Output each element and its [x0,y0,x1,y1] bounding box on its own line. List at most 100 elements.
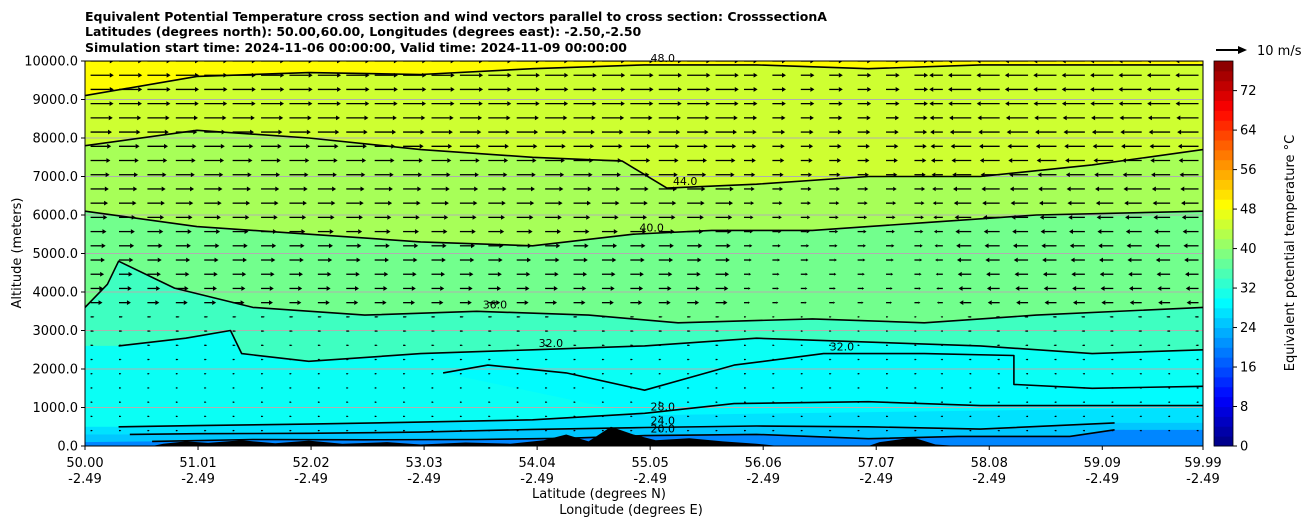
wind-vector [857,129,871,135]
wind-vector [459,200,478,206]
wind-vector [459,186,479,192]
wind-vector [374,229,391,234]
wind-vector [687,373,690,375]
wind-vector [459,330,464,332]
wind-vector [976,72,1000,78]
colorbar-segment [1214,218,1233,230]
wind-vector [119,243,135,249]
wind-vector [630,316,635,318]
wind-vector [90,286,104,291]
wind-vector [658,214,676,220]
wind-vector [772,72,786,78]
wind-vector [829,129,842,135]
wind-vector [289,316,294,318]
wind-vector [545,158,565,163]
wind-vector [743,373,747,375]
wind-vector [459,286,473,291]
wind-vector [1147,115,1171,121]
x-tick-label-lon-4: -2.49 [520,472,554,487]
wind-vector [459,214,477,220]
wind-vector [374,271,389,277]
wind-vector [658,129,681,135]
wind-vector [90,257,105,263]
wind-vector [545,429,548,432]
colorbar-segment [1214,376,1233,388]
wind-vector [715,373,718,375]
wind-vector [204,316,208,318]
wind-vector [630,286,644,291]
wind-vector [959,300,972,306]
wind-vector [374,214,392,220]
wind-vector [800,61,815,64]
wind-vector [488,172,508,178]
contour-label-5: 36.0 [483,298,508,311]
wind-vector [914,172,926,177]
wind-vector [930,158,943,163]
wind-vector [119,344,122,346]
wind-vector [545,101,569,107]
wind-vector [232,186,251,192]
wind-vector [829,387,832,389]
wind-vector [687,61,711,64]
wind-vector [715,61,739,64]
wind-vector [1111,415,1114,418]
wind-vector [346,129,368,135]
wind-vector [119,401,122,403]
wind-vector [772,201,783,206]
colorbar-segment [1214,307,1233,319]
wind-vector [800,115,814,121]
wind-vector [658,316,663,318]
wind-vector [119,72,143,78]
wind-vector [1081,344,1085,346]
wind-vector [317,172,337,178]
wind-vector [800,373,804,375]
wind-vector [1177,129,1199,135]
wind-vector [119,200,137,206]
wind-vector [431,143,453,149]
wind-vector [886,358,889,361]
wind-vector [516,330,521,332]
wind-vector [914,330,917,332]
wind-vector [934,244,943,248]
wind-vector [743,72,758,78]
colorbar-tick-label-5: 40 [1240,242,1257,257]
wind-vector [317,316,322,318]
wind-vector [1098,257,1114,263]
wind-vector [374,129,397,135]
wind-vector [982,200,1000,206]
wind-vector [658,101,682,107]
wind-vector [516,61,540,64]
wind-vector [857,387,860,389]
colorbar-segment [1214,130,1233,141]
wind-vector [857,415,860,418]
colorbar-segment [1214,317,1233,329]
wind-vector [431,115,454,121]
wind-vector [976,101,1000,107]
wind-vector [1125,214,1142,220]
wind-vector [914,287,921,290]
wind-vector [346,61,370,64]
wind-vector [743,401,747,403]
wind-vector [403,300,416,306]
wind-vector [1148,129,1171,135]
wind-vector [601,344,605,346]
wind-vector [630,387,633,389]
wind-vector [261,229,277,234]
wind-vector [346,72,370,78]
wind-vector [1082,373,1085,375]
wind-vector [772,101,786,107]
wind-vector [459,358,463,361]
wind-vector [175,257,191,263]
wind-vector [630,214,648,220]
wind-vector [715,286,729,291]
wind-vector [1185,271,1199,277]
wind-vector [261,186,280,192]
colorbar-segment [1214,120,1233,131]
wind-vector [1005,101,1029,107]
wind-vector [715,401,718,403]
wind-vector [658,257,674,263]
wind-vector [1122,172,1142,178]
wind-vector [772,215,782,220]
wind-vector [1065,158,1085,163]
wind-vector [346,172,366,178]
